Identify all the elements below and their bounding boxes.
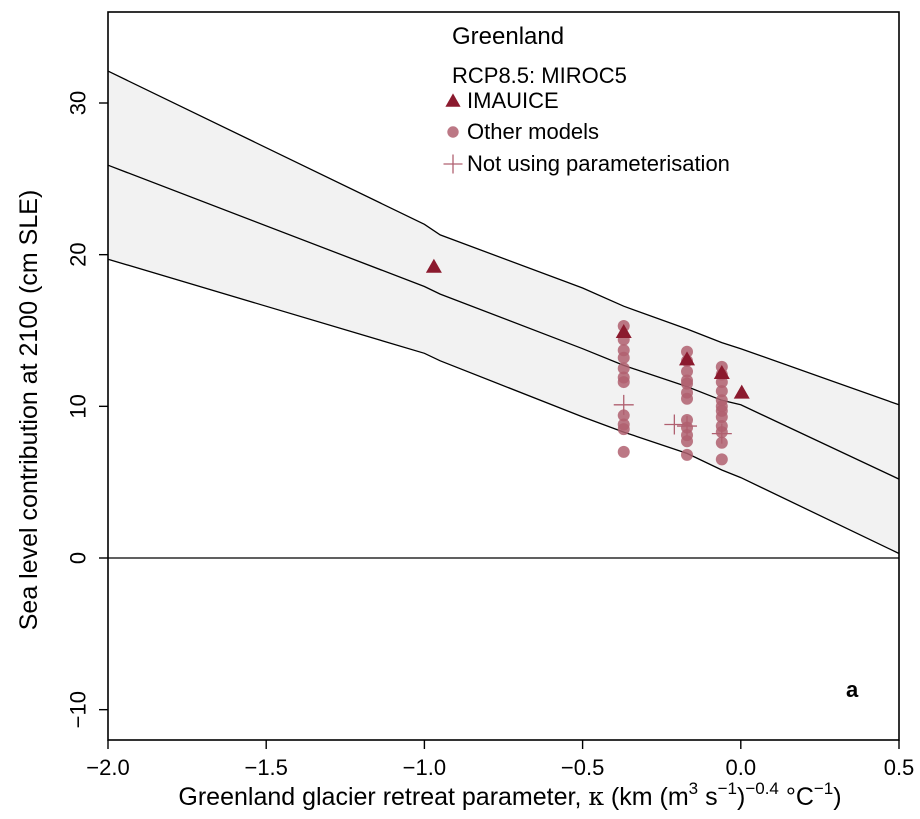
circle-point: [617, 423, 630, 436]
x-axis-title: Greenland glacier retreat parameter, κ (…: [178, 779, 841, 811]
circle-point: [617, 409, 630, 422]
legend-circle-marker: [447, 126, 459, 138]
x-axis-title-unit-d: °C: [779, 783, 814, 811]
legend: Greenland RCP8.5: MIROC5 IMAUICE Other mo…: [443, 23, 730, 176]
legend-entries: IMAUICE Other models Not using parameteris…: [443, 88, 730, 176]
circle-point: [681, 377, 694, 390]
y-tick-label: 0: [66, 552, 91, 564]
uncertainty-band: [108, 71, 899, 554]
x-tick-label: −1.5: [244, 755, 287, 780]
x-axis-title-unit-c: ): [737, 783, 745, 811]
circle-point: [617, 362, 630, 375]
circle-point: [681, 448, 694, 461]
plus-point: [664, 414, 685, 435]
x-tick-label: 0.0: [726, 755, 757, 780]
y-axis-title: Sea level contribution at 2100 (cm SLE): [15, 190, 43, 631]
legend-triangle-marker: [445, 93, 461, 107]
legend-plus-marker: [443, 154, 463, 174]
x-axis-title-sup4: −1: [814, 779, 833, 798]
legend-title: Greenland: [452, 23, 564, 50]
plus-point: [711, 423, 732, 444]
x-axis-title-kappa: κ: [588, 782, 604, 811]
y-tick-label: −10: [66, 691, 91, 728]
triangle-point: [713, 364, 730, 379]
legend-subtitle: RCP8.5: MIROC5: [452, 63, 627, 88]
circle-point: [715, 410, 728, 423]
circle-point: [617, 445, 630, 458]
x-axis-title-unit-e: ): [833, 783, 841, 811]
plus-point: [677, 416, 698, 437]
circle-point: [681, 365, 694, 378]
circle-point: [715, 376, 728, 389]
panel-label: a: [846, 677, 859, 702]
x-tick-label: 0.5: [884, 755, 915, 780]
plot-area: [107, 70, 900, 559]
x-axis-title-main: Greenland glacier retreat parameter,: [178, 783, 588, 811]
band-upper-line: [107, 70, 900, 406]
x-axis-title-sup1: 3: [689, 779, 698, 798]
legend-entry-label: Not using parameterisation: [467, 151, 730, 176]
triangle-point: [679, 351, 696, 366]
y-tick-label: 10: [66, 394, 91, 418]
x-tick-label: −1.0: [403, 755, 446, 780]
legend-entry-label: IMAUICE: [467, 88, 559, 113]
plus-point: [613, 394, 634, 415]
triangle-point: [425, 258, 442, 273]
x-axis-title-unit-a: (km (m: [604, 783, 689, 811]
data-points: [425, 258, 750, 466]
y-tick-label: 30: [66, 91, 91, 115]
circle-point: [617, 376, 630, 389]
plot-frame: [107, 11, 900, 741]
triangle-point: [733, 384, 750, 399]
x-tick-label: −0.5: [561, 755, 604, 780]
circle-point: [617, 351, 630, 364]
x-axis-title-sup3: −0.4: [745, 779, 779, 798]
y-tick-label: 20: [66, 242, 91, 266]
triangle-point: [615, 324, 632, 339]
x-axis: −2.0 −1.5 −1.0 −0.5 0.0 0.5: [86, 740, 914, 780]
x-tick-label: −2.0: [86, 755, 129, 780]
x-axis-title-unit-b: s: [698, 783, 717, 811]
circle-point: [681, 435, 694, 448]
legend-entry-label: Other models: [467, 119, 599, 144]
y-axis: −10 0 10 20 30: [66, 91, 108, 728]
x-axis-title-sup2: −1: [718, 779, 737, 798]
circle-point: [681, 392, 694, 405]
circle-point: [715, 453, 728, 466]
circle-point: [715, 385, 728, 398]
